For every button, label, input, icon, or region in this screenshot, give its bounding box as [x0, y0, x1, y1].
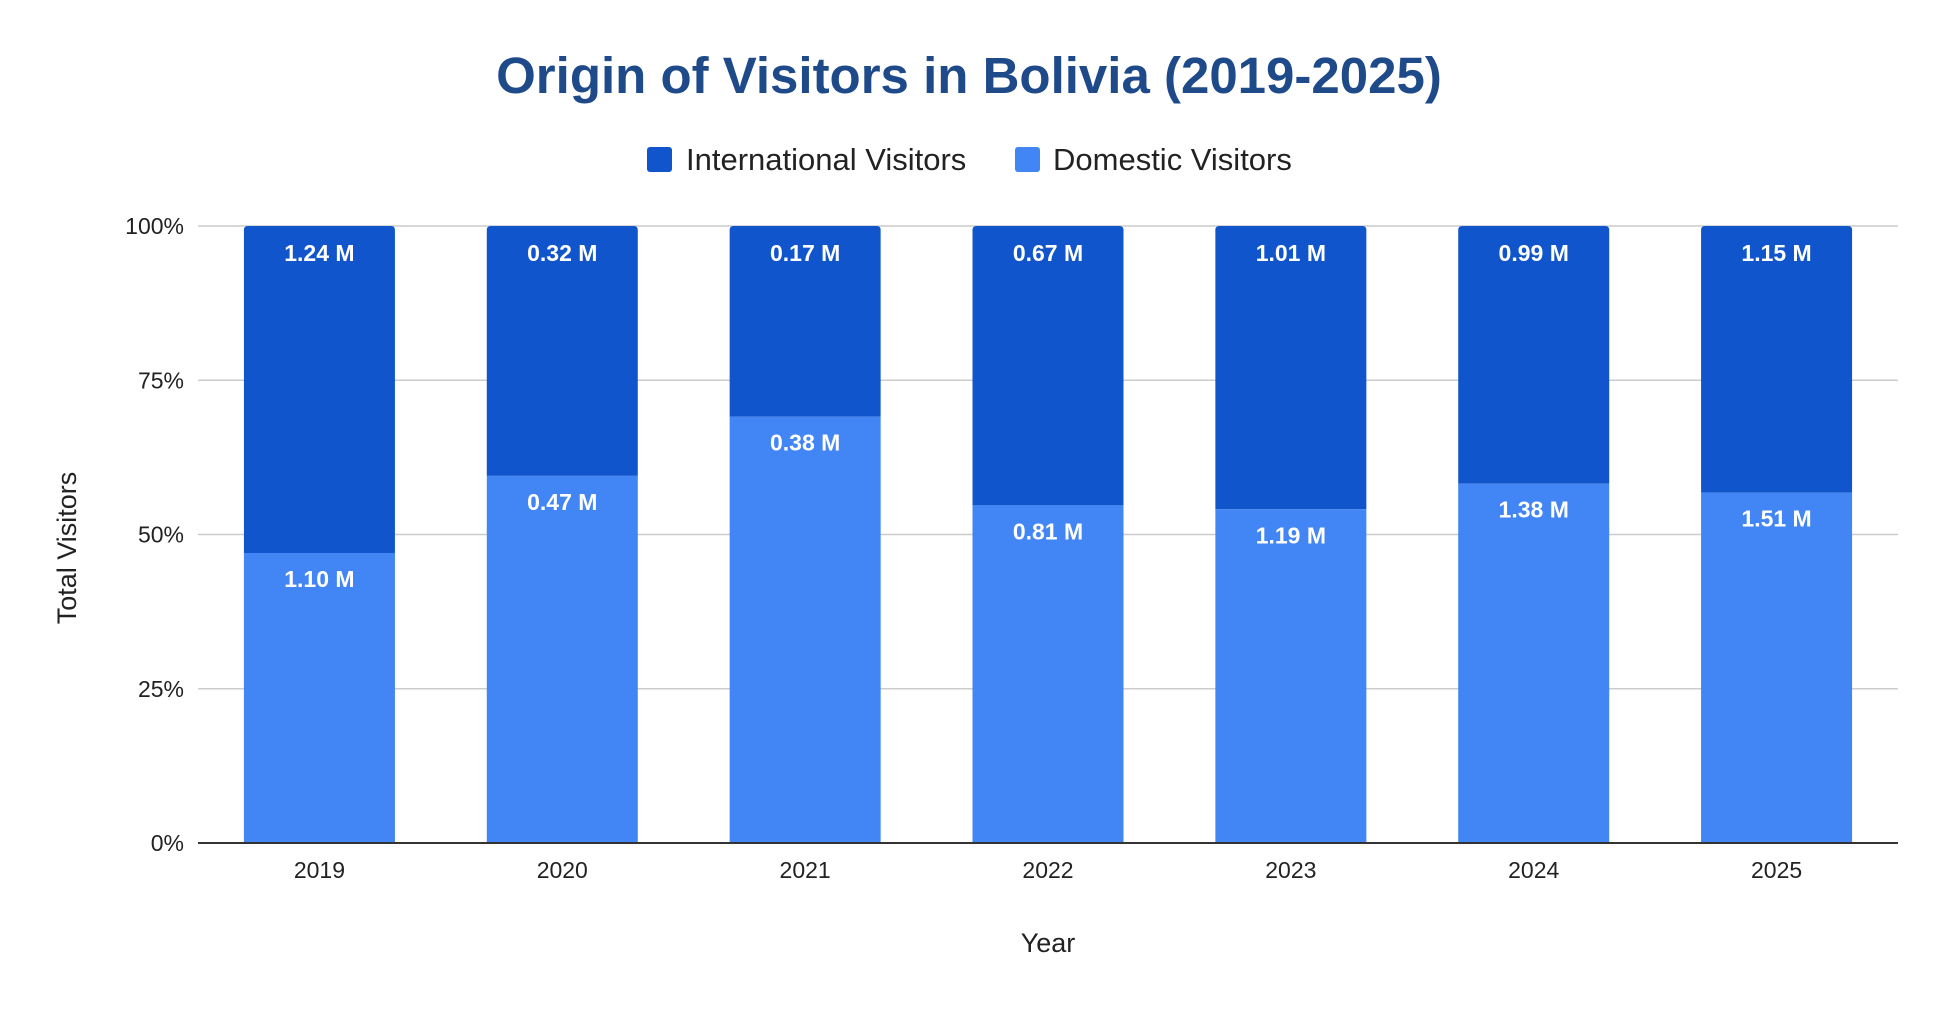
x-tick-label: 2025 — [1751, 857, 1802, 883]
bar-international-2023 — [1215, 226, 1367, 510]
x-tick-label: 2019 — [294, 857, 345, 883]
bar-domestic-2023 — [1215, 509, 1367, 843]
bars — [243, 226, 1853, 843]
data-label-domestic-2024: 1.38 M — [1499, 497, 1569, 523]
x-axis-title: Year — [1021, 928, 1076, 958]
chart-title: Origin of Visitors in Bolivia (2019-2025… — [496, 47, 1442, 104]
bar-international-2021 — [729, 226, 881, 417]
x-tick-label: 2024 — [1508, 857, 1559, 883]
y-tick-label: 75% — [138, 367, 184, 393]
data-label-international-2023: 1.01 M — [1256, 240, 1326, 266]
data-label-domestic-2020: 0.47 M — [527, 489, 597, 515]
x-tick-label: 2020 — [537, 857, 588, 883]
y-axis-ticks: 0% 25% 50% 75% 100% — [125, 213, 184, 856]
data-label-international-2024: 0.99 M — [1499, 240, 1569, 266]
bar-international-2019 — [243, 226, 395, 553]
bar-international-2025 — [1701, 226, 1853, 493]
x-axis-ticks: 2019 2020 2021 2022 2023 2024 2025 — [294, 857, 1802, 883]
legend-swatch-domestic — [1015, 147, 1040, 172]
bar-international-2024 — [1458, 226, 1610, 484]
bar-domestic-2021 — [729, 416, 881, 843]
data-label-domestic-2025: 1.51 M — [1741, 506, 1811, 532]
data-label-international-2020: 0.32 M — [527, 240, 597, 266]
data-label-domestic-2023: 1.19 M — [1256, 522, 1326, 548]
legend: International Visitors Domestic Visitors — [647, 142, 1292, 177]
bar-domestic-2022 — [972, 505, 1124, 843]
legend-swatch-international — [647, 147, 672, 172]
y-axis-title: Total Visitors — [52, 472, 82, 625]
bar-domestic-2024 — [1458, 483, 1610, 843]
y-tick-label: 0% — [151, 830, 184, 856]
y-tick-label: 50% — [138, 522, 184, 548]
x-tick-label: 2023 — [1265, 857, 1316, 883]
bar-international-2022 — [972, 226, 1124, 506]
legend-label-international: International Visitors — [686, 142, 966, 177]
data-label-domestic-2019: 1.10 M — [284, 566, 354, 592]
data-label-international-2021: 0.17 M — [770, 240, 840, 266]
bar-domestic-2020 — [486, 475, 638, 843]
y-tick-label: 100% — [125, 213, 184, 239]
data-label-international-2025: 1.15 M — [1741, 240, 1811, 266]
x-tick-label: 2022 — [1022, 857, 1073, 883]
bar-domestic-2019 — [243, 552, 395, 843]
data-label-international-2022: 0.67 M — [1013, 240, 1083, 266]
legend-label-domestic: Domestic Visitors — [1053, 142, 1292, 177]
bar-international-2020 — [486, 226, 638, 476]
data-label-domestic-2021: 0.38 M — [770, 430, 840, 456]
data-label-international-2019: 1.24 M — [284, 240, 354, 266]
x-tick-label: 2021 — [780, 857, 831, 883]
bar-domestic-2025 — [1701, 492, 1853, 843]
data-label-domestic-2022: 0.81 M — [1013, 518, 1083, 544]
data-labels: 1.24 M 1.10 M 0.32 M 0.47 M 0.17 M 0.38 M 0.67… — [284, 240, 1811, 592]
y-tick-label: 25% — [138, 676, 184, 702]
